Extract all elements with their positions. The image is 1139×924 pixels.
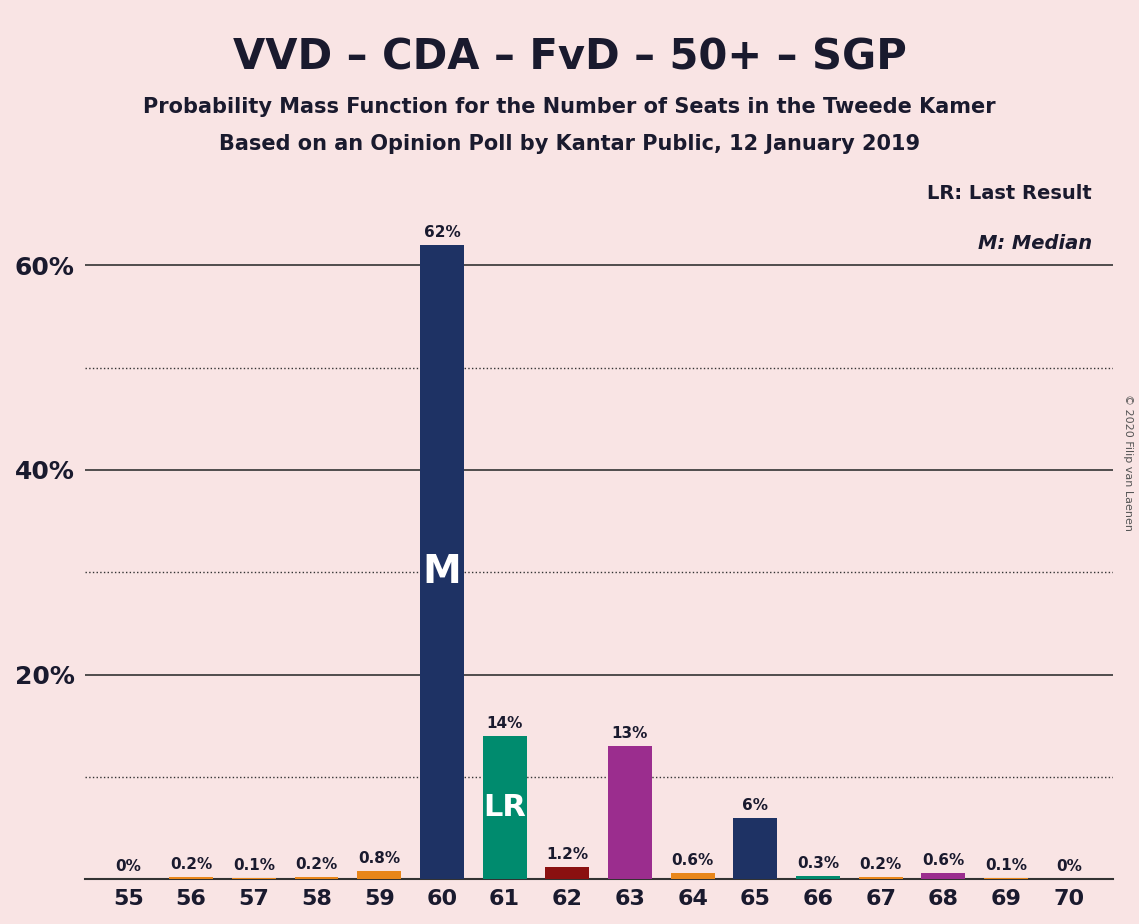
Bar [420, 245, 464, 880]
Text: 0.2%: 0.2% [295, 857, 337, 872]
Text: 1.2%: 1.2% [547, 847, 589, 862]
Bar [984, 878, 1029, 880]
Bar [483, 736, 526, 880]
Bar [608, 747, 652, 880]
Bar [232, 878, 276, 880]
Text: M: M [423, 553, 461, 591]
Bar [671, 873, 714, 880]
Text: Based on an Opinion Poll by Kantar Public, 12 January 2019: Based on an Opinion Poll by Kantar Publi… [219, 134, 920, 154]
Bar [358, 871, 401, 880]
Text: 0%: 0% [115, 859, 141, 874]
Text: 0.8%: 0.8% [358, 851, 400, 866]
Text: 0.6%: 0.6% [923, 853, 965, 868]
Text: LR: Last Result: LR: Last Result [927, 184, 1092, 203]
Text: Probability Mass Function for the Number of Seats in the Tweede Kamer: Probability Mass Function for the Number… [144, 97, 995, 117]
Text: 0%: 0% [1056, 859, 1082, 874]
Text: 0.2%: 0.2% [170, 857, 212, 872]
Bar [295, 877, 338, 880]
Text: 6%: 6% [743, 797, 769, 813]
Text: 62%: 62% [424, 225, 460, 239]
Bar [734, 818, 777, 880]
Text: 0.1%: 0.1% [232, 858, 274, 873]
Bar [170, 877, 213, 880]
Bar [859, 877, 902, 880]
Text: M: Median: M: Median [978, 235, 1092, 253]
Text: 13%: 13% [612, 726, 648, 741]
Text: © 2020 Filip van Laenen: © 2020 Filip van Laenen [1123, 394, 1133, 530]
Text: 0.1%: 0.1% [985, 858, 1027, 873]
Text: 0.6%: 0.6% [672, 853, 714, 868]
Text: LR: LR [483, 793, 526, 822]
Text: VVD – CDA – FvD – 50+ – SGP: VVD – CDA – FvD – 50+ – SGP [232, 37, 907, 79]
Text: 0.2%: 0.2% [860, 857, 902, 872]
Bar [921, 873, 966, 880]
Bar [546, 867, 589, 880]
Text: 14%: 14% [486, 716, 523, 731]
Text: 0.3%: 0.3% [797, 857, 839, 871]
Bar [796, 876, 839, 880]
